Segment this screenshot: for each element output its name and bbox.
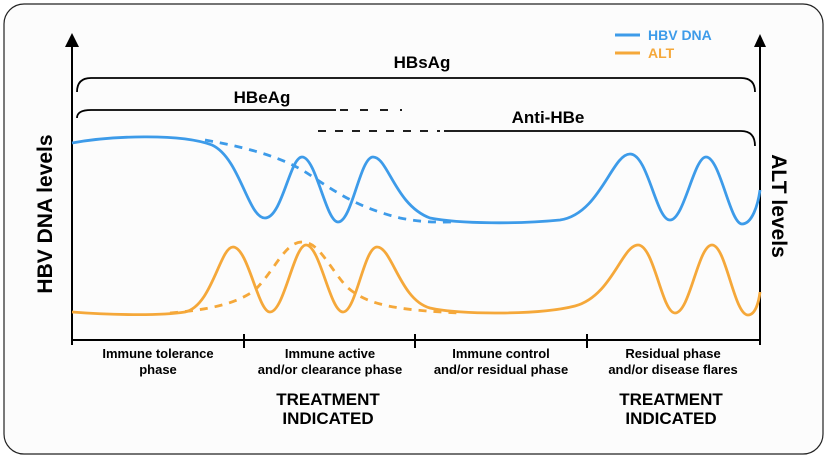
treatment-2-line2: INDICATED <box>625 409 716 428</box>
hbeag-label: HBeAg <box>234 88 291 107</box>
hbsag-label: HBsAg <box>394 53 451 72</box>
hbeag-bracket <box>76 109 336 119</box>
phase-3-line2: and/or residual phase <box>434 362 568 377</box>
left-axis-label: HBV DNA levels <box>34 134 57 293</box>
phase-labels: Immune tolerance phase Immune active and… <box>102 346 737 377</box>
phase-1-line1: Immune tolerance <box>102 346 213 361</box>
right-axis-arrow-icon <box>754 34 766 47</box>
hbv-dna-curve <box>71 135 762 226</box>
phase-2-line2: and/or clearance phase <box>258 362 403 377</box>
hbsag-bracket <box>76 77 756 93</box>
treatment-2-line1: TREATMENT <box>619 390 723 409</box>
phase-4-line1: Residual phase <box>625 346 720 361</box>
legend-hbv-dna-label: HBV DNA <box>648 27 712 43</box>
legend-alt-label: ALT <box>648 45 675 61</box>
legend: HBV DNA ALT <box>615 27 712 61</box>
left-axis-arrow-icon <box>65 33 79 47</box>
alt-dashed-curve <box>169 240 461 315</box>
anti-hbe-label: Anti-HBe <box>512 108 585 127</box>
alt-curve <box>71 243 762 317</box>
phase-1-line2: phase <box>139 362 177 377</box>
phase-4-line2: and/or disease flares <box>608 362 737 377</box>
treatment-1-line2: INDICATED <box>282 409 373 428</box>
frame <box>3 3 824 455</box>
phase-3-line1: Immune control <box>452 346 550 361</box>
treatment-1-line1: TREATMENT <box>276 390 380 409</box>
anti-hbe-bracket <box>444 130 756 147</box>
phase-2-line1: Immune active <box>285 346 375 361</box>
right-axis-label: ALT levels <box>767 154 790 257</box>
treatment-labels: TREATMENT INDICATED TREATMENT INDICATED <box>276 390 723 428</box>
